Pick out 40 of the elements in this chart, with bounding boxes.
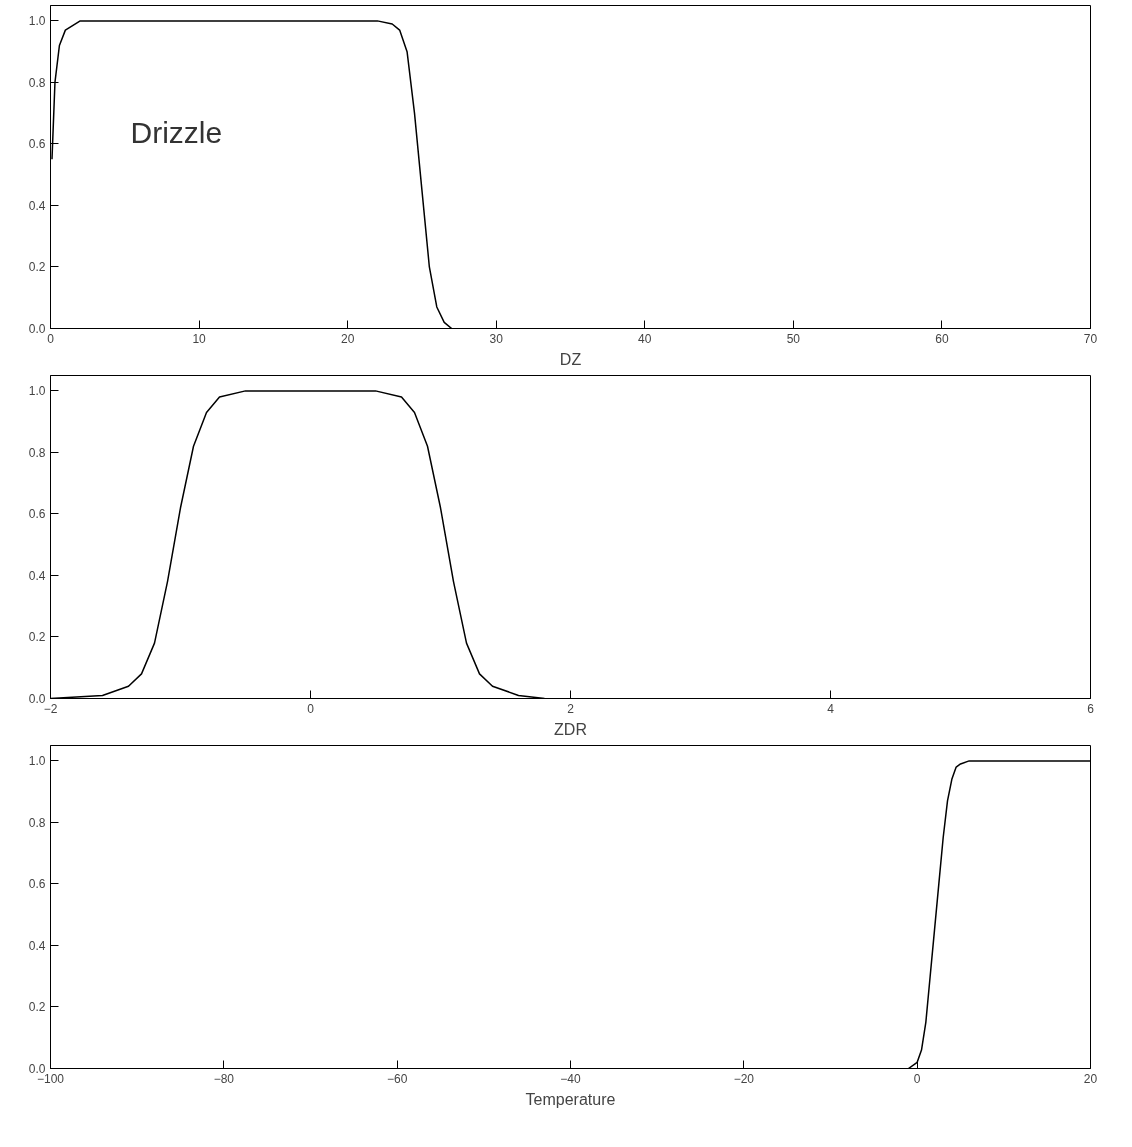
x-tick-label: 4 bbox=[827, 701, 835, 716]
y-tick-label: 0.0 bbox=[28, 692, 46, 706]
y-tick-label: 0.2 bbox=[28, 630, 46, 645]
y-tick-label: 0.6 bbox=[28, 137, 46, 152]
x-tick-label: −20 bbox=[733, 1071, 755, 1086]
y-tick-label: 0.8 bbox=[28, 75, 46, 90]
y-tick-label: 0.8 bbox=[28, 815, 46, 830]
y-tick-label: 0.2 bbox=[28, 1000, 46, 1015]
x-tick-label: 20 bbox=[340, 331, 355, 346]
y-tick-label: 0.6 bbox=[28, 507, 46, 522]
y-tick-label: 0.4 bbox=[28, 198, 46, 213]
y-tick-label: 0.8 bbox=[28, 445, 46, 460]
x-axis-title: DZ bbox=[559, 350, 582, 368]
x-tick-label: 0 bbox=[307, 701, 315, 716]
y-tick-label: 0.4 bbox=[28, 938, 46, 953]
x-tick-label: 0 bbox=[47, 331, 55, 346]
y-tick-label: 0.4 bbox=[28, 568, 46, 583]
x-tick-label: −60 bbox=[386, 1071, 408, 1086]
x-axis-title: Temperature bbox=[525, 1090, 616, 1108]
x-tick-label: 40 bbox=[638, 331, 652, 346]
x-tick-label: 10 bbox=[192, 331, 207, 346]
y-tick-label: 1.0 bbox=[28, 384, 46, 399]
x-tick-label: 70 bbox=[1083, 331, 1098, 346]
x-tick-label: 2 bbox=[567, 701, 575, 716]
x-tick-label: −40 bbox=[560, 1071, 581, 1086]
x-tick-label: 50 bbox=[786, 331, 801, 346]
y-tick-label: 1.0 bbox=[28, 14, 46, 29]
x-tick-label: 30 bbox=[489, 331, 504, 346]
x-tick-label: 6 bbox=[1087, 701, 1095, 716]
x-tick-label: 20 bbox=[1083, 1071, 1098, 1086]
annotation: Drizzle bbox=[130, 115, 223, 149]
x-tick-label: 0 bbox=[913, 1071, 921, 1086]
y-tick-label: 0.0 bbox=[28, 1062, 46, 1076]
x-tick-label: −80 bbox=[213, 1071, 235, 1086]
x-tick-label: 60 bbox=[935, 331, 949, 346]
y-tick-label: 0.0 bbox=[28, 322, 46, 336]
y-tick-label: 1.0 bbox=[28, 754, 46, 769]
y-tick-label: 0.6 bbox=[28, 877, 46, 892]
y-tick-label: 0.2 bbox=[28, 260, 46, 275]
x-axis-title: ZDR bbox=[554, 720, 587, 738]
